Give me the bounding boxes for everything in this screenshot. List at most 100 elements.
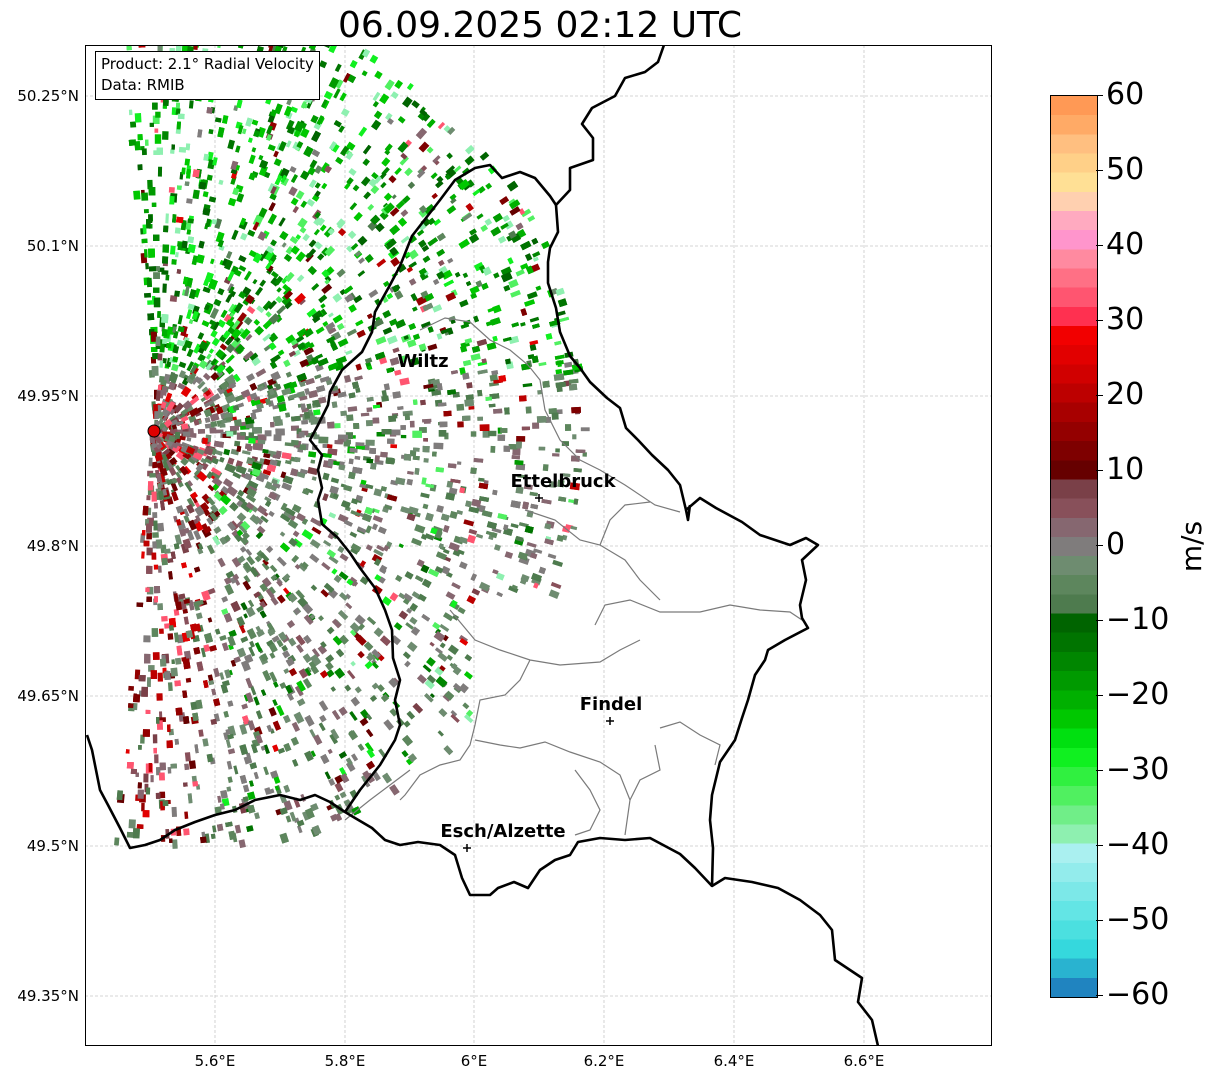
radar-echo-pixel <box>395 200 406 210</box>
radar-echo-pixel <box>246 628 257 640</box>
radar-echo-pixel <box>514 460 524 466</box>
radar-echo-pixel <box>320 303 326 309</box>
radar-echo-pixel <box>517 474 527 479</box>
radar-echo-pixel <box>252 426 263 434</box>
radar-echo-pixel <box>478 477 485 482</box>
radar-echo-pixel <box>191 775 198 783</box>
radar-echo-pixel <box>385 112 393 121</box>
radar-echo-pixel <box>259 552 270 562</box>
radar-echo-pixel <box>433 218 442 226</box>
radar-echo-pixel <box>437 730 444 737</box>
radar-echo-pixel <box>558 496 567 502</box>
radar-echo-pixel <box>394 290 404 300</box>
radar-echo-pixel <box>456 510 463 515</box>
radar-echo-pixel <box>196 448 205 455</box>
radar-echo-pixel <box>143 505 149 515</box>
radar-echo-pixel <box>580 427 590 432</box>
radar-echo-pixel <box>225 319 235 328</box>
radar-echo-pixel <box>306 403 312 410</box>
radar-echo-pixel <box>437 652 448 662</box>
radar-echo-pixel <box>285 334 296 344</box>
radar-echo-pixel <box>152 541 157 549</box>
radar-echo-pixel <box>399 377 410 386</box>
radar-echo-pixel <box>349 711 358 722</box>
radar-echo-pixel <box>232 471 242 479</box>
radar-echo-pixel <box>149 122 154 127</box>
radar-echo-pixel <box>147 300 153 305</box>
radar-echo-pixel <box>219 635 227 642</box>
radar-echo-pixel <box>170 763 178 769</box>
radar-echo-pixel <box>497 235 507 244</box>
radar-echo-pixel <box>338 610 349 621</box>
radar-echo-pixel <box>125 749 130 754</box>
radar-echo-pixel <box>227 700 234 707</box>
radar-echo-pixel <box>486 521 497 530</box>
radar-echo-pixel <box>422 255 431 263</box>
radar-echo-pixel <box>439 623 450 633</box>
radar-map-canvas[interactable] <box>85 45 992 1046</box>
radar-echo-pixel <box>304 750 314 762</box>
radar-echo-pixel <box>381 395 390 402</box>
radar-echo-pixel <box>544 523 552 530</box>
radar-echo-pixel <box>529 316 540 323</box>
radar-echo-pixel <box>373 110 383 120</box>
radar-echo-pixel <box>249 566 259 578</box>
radar-echo-pixel <box>277 349 285 356</box>
radar-echo-pixel <box>429 693 435 699</box>
radar-echo-pixel <box>350 629 357 637</box>
radar-echo-pixel <box>147 481 154 491</box>
radar-echo-pixel <box>486 342 497 351</box>
radar-map[interactable] <box>85 45 992 1046</box>
radar-echo-pixel <box>227 776 233 783</box>
radar-echo-pixel <box>339 791 347 799</box>
radar-echo-pixel <box>379 93 390 105</box>
radar-echo-pixel <box>162 358 167 364</box>
radar-echo-pixel <box>212 535 221 546</box>
radar-echo-pixel <box>282 573 291 582</box>
radar-echo-pixel <box>164 397 173 409</box>
radar-echo-pixel <box>203 644 211 653</box>
radar-echo-pixel <box>262 670 272 682</box>
radar-echo-pixel <box>251 461 262 471</box>
radar-echo-pixel <box>392 391 401 399</box>
radar-echo-pixel <box>368 289 379 299</box>
radar-echo-pixel <box>215 628 221 635</box>
radar-echo-pixel <box>518 395 527 402</box>
radar-echo-pixel <box>198 181 207 190</box>
radar-echo-pixel <box>148 665 155 672</box>
radar-echo-pixel <box>407 339 417 348</box>
radar-echo-pixel <box>134 112 142 123</box>
radar-echo-pixel <box>271 635 280 643</box>
radar-echo-pixel <box>432 155 441 164</box>
radar-echo-pixel <box>174 431 181 439</box>
radar-echo-pixel <box>412 447 420 452</box>
radar-echo-pixel <box>367 365 373 371</box>
radar-echo-pixel <box>276 639 284 648</box>
radar-echo-pixel <box>267 213 277 225</box>
radar-echo-pixel <box>421 477 427 485</box>
radar-echo-pixel <box>421 244 430 252</box>
radar-echo-pixel <box>225 739 231 748</box>
radar-echo-pixel <box>239 774 248 785</box>
radar-echo-pixel <box>430 172 438 180</box>
radar-echo-pixel <box>220 789 228 799</box>
radar-echo-pixel <box>520 240 532 251</box>
radar-echo-pixel <box>343 72 351 83</box>
radar-echo-pixel <box>162 131 169 140</box>
radar-echo-pixel <box>563 369 574 376</box>
radar-echo-pixel <box>466 534 476 544</box>
radar-echo-pixel <box>225 485 238 497</box>
radar-echo-pixel <box>448 487 458 495</box>
radar-echo-pixel <box>281 645 288 652</box>
radar-echo-pixel <box>544 538 554 546</box>
radar-echo-pixel <box>309 539 321 549</box>
radar-echo-pixel <box>371 649 382 659</box>
radar-echo-pixel <box>273 434 282 442</box>
radar-echo-pixel <box>339 92 347 102</box>
radar-echo-pixel <box>365 544 373 551</box>
radar-echo-pixel <box>288 186 298 197</box>
radar-echo-pixel <box>150 331 157 342</box>
radar-echo-pixel <box>251 357 261 367</box>
radar-echo-pixel <box>338 751 347 759</box>
radar-echo-pixel <box>190 623 198 633</box>
